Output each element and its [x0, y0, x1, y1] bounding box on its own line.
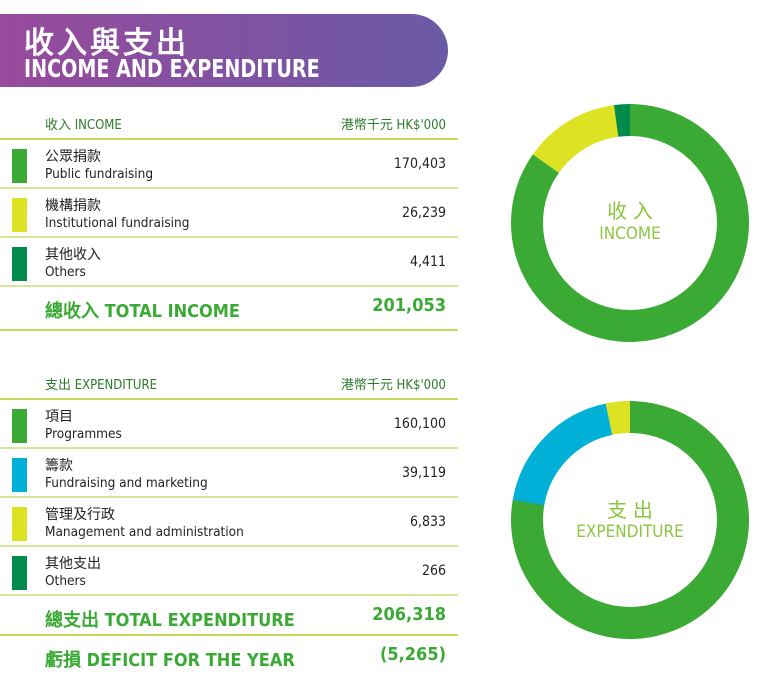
- income-row: 其他收入 Others 4,411: [0, 238, 458, 287]
- item-label-en: Fundraising and marketing: [45, 475, 208, 491]
- income-chart-label-en: INCOME: [599, 224, 661, 244]
- color-swatch: [12, 458, 27, 492]
- item-label-en: Programmes: [45, 426, 122, 442]
- item-label-en: Others: [45, 573, 86, 589]
- color-swatch: [12, 409, 27, 443]
- color-swatch: [12, 198, 27, 232]
- deficit-label: 虧損 DEFICIT FOR THE YEAR: [45, 650, 295, 671]
- item-label-zh: 機構捐款: [45, 198, 101, 214]
- expenditure-row: 其他支出 Others 266: [0, 547, 458, 596]
- total-income-row: 總收入 TOTAL INCOME 201,053: [0, 287, 458, 331]
- item-label-zh: 管理及行政: [45, 507, 115, 523]
- total-expenditure-label: 總支出 TOTAL EXPENDITURE: [45, 610, 295, 631]
- item-label-en: Management and administration: [45, 524, 244, 540]
- income-header-label: 收入 INCOME: [45, 118, 122, 133]
- income-table: 收入 INCOME 港幣千元 HK$'000 公眾捐款 Public fundr…: [0, 98, 458, 331]
- item-label-en: Institutional fundraising: [45, 215, 190, 231]
- item-label-en: Others: [45, 264, 86, 280]
- deficit-value: (5,265): [379, 644, 446, 665]
- expenditure-header-label: 支出 EXPENDITURE: [45, 378, 157, 393]
- donut-slice-others: [511, 104, 749, 342]
- income-row: 公眾捐款 Public fundraising 170,403: [0, 140, 458, 189]
- total-expenditure-row: 總支出 TOTAL EXPENDITURE 206,318: [0, 596, 458, 636]
- color-swatch: [12, 507, 27, 541]
- unit-label: 港幣千元 HK$'000: [340, 378, 446, 393]
- color-swatch: [12, 247, 27, 281]
- title-zh: 收入與支出: [24, 26, 189, 61]
- item-label-zh: 公眾捐款: [45, 149, 101, 165]
- item-value: 170,403: [393, 156, 446, 172]
- item-label-zh: 項目: [45, 409, 73, 425]
- expenditure-row: 項目 Programmes 160,100: [0, 400, 458, 449]
- income-row: 機構捐款 Institutional fundraising 26,239: [0, 189, 458, 238]
- item-value: 26,239: [401, 205, 446, 221]
- item-value: 6,833: [409, 514, 446, 530]
- item-label-en: Public fundraising: [45, 166, 154, 182]
- color-swatch: [12, 149, 27, 183]
- item-value: 160,100: [393, 416, 446, 432]
- expenditure-header: 支出 EXPENDITURE 港幣千元 HK$'000: [0, 358, 458, 400]
- expenditure-chart-label-zh: 支 出: [607, 498, 653, 522]
- expenditure-row: 管理及行政 Management and administration 6,83…: [0, 498, 458, 547]
- item-value: 4,411: [409, 254, 446, 270]
- item-value: 39,119: [401, 465, 446, 481]
- item-label-zh: 其他支出: [45, 556, 101, 572]
- title-en: INCOME AND EXPENDITURE: [24, 54, 320, 83]
- income-chart-label-zh: 收 入: [607, 199, 653, 223]
- deficit-row: 虧損 DEFICIT FOR THE YEAR (5,265): [0, 636, 458, 678]
- total-income-label: 總收入 TOTAL INCOME: [45, 301, 240, 322]
- expenditure-table: 支出 EXPENDITURE 港幣千元 HK$'000 項目 Programme…: [0, 358, 458, 678]
- income-header: 收入 INCOME 港幣千元 HK$'000: [0, 98, 458, 140]
- income-donut-chart: [511, 104, 749, 342]
- item-label-zh: 其他收入: [45, 247, 101, 263]
- item-value: 266: [421, 563, 446, 579]
- total-expenditure-value: 206,318: [372, 604, 446, 625]
- title-banner: 收入與支出 INCOME AND EXPENDITURE: [0, 14, 448, 87]
- unit-label: 港幣千元 HK$'000: [340, 118, 446, 133]
- donut-slice-management-and-administration: [511, 401, 749, 639]
- expenditure-chart-label-en: EXPENDITURE: [576, 522, 684, 542]
- expenditure-donut-chart: [511, 401, 749, 639]
- color-swatch: [12, 556, 27, 590]
- expenditure-row: 籌款 Fundraising and marketing 39,119: [0, 449, 458, 498]
- total-income-value: 201,053: [372, 295, 446, 316]
- item-label-zh: 籌款: [45, 458, 73, 474]
